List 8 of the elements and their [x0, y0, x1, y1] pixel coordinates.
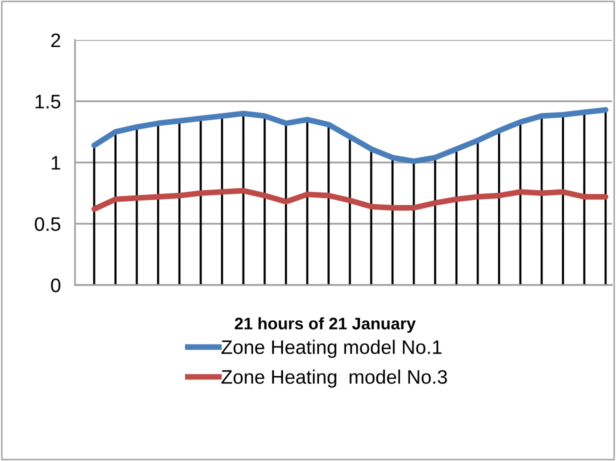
y-tick-label: 1 [52, 156, 60, 170]
y-tick-label: 2 [51, 33, 60, 48]
legend-label: Zone Heating model No.3 [221, 370, 447, 388]
y-tick-label: 1.5 [36, 94, 60, 108]
legend-label: Zone Heating model No.1 [221, 340, 442, 358]
x-axis-title: 21 hours of 21 January [234, 317, 416, 333]
y-tick-label: 0 [51, 278, 60, 292]
y-tick-label: 0.5 [34, 217, 60, 231]
